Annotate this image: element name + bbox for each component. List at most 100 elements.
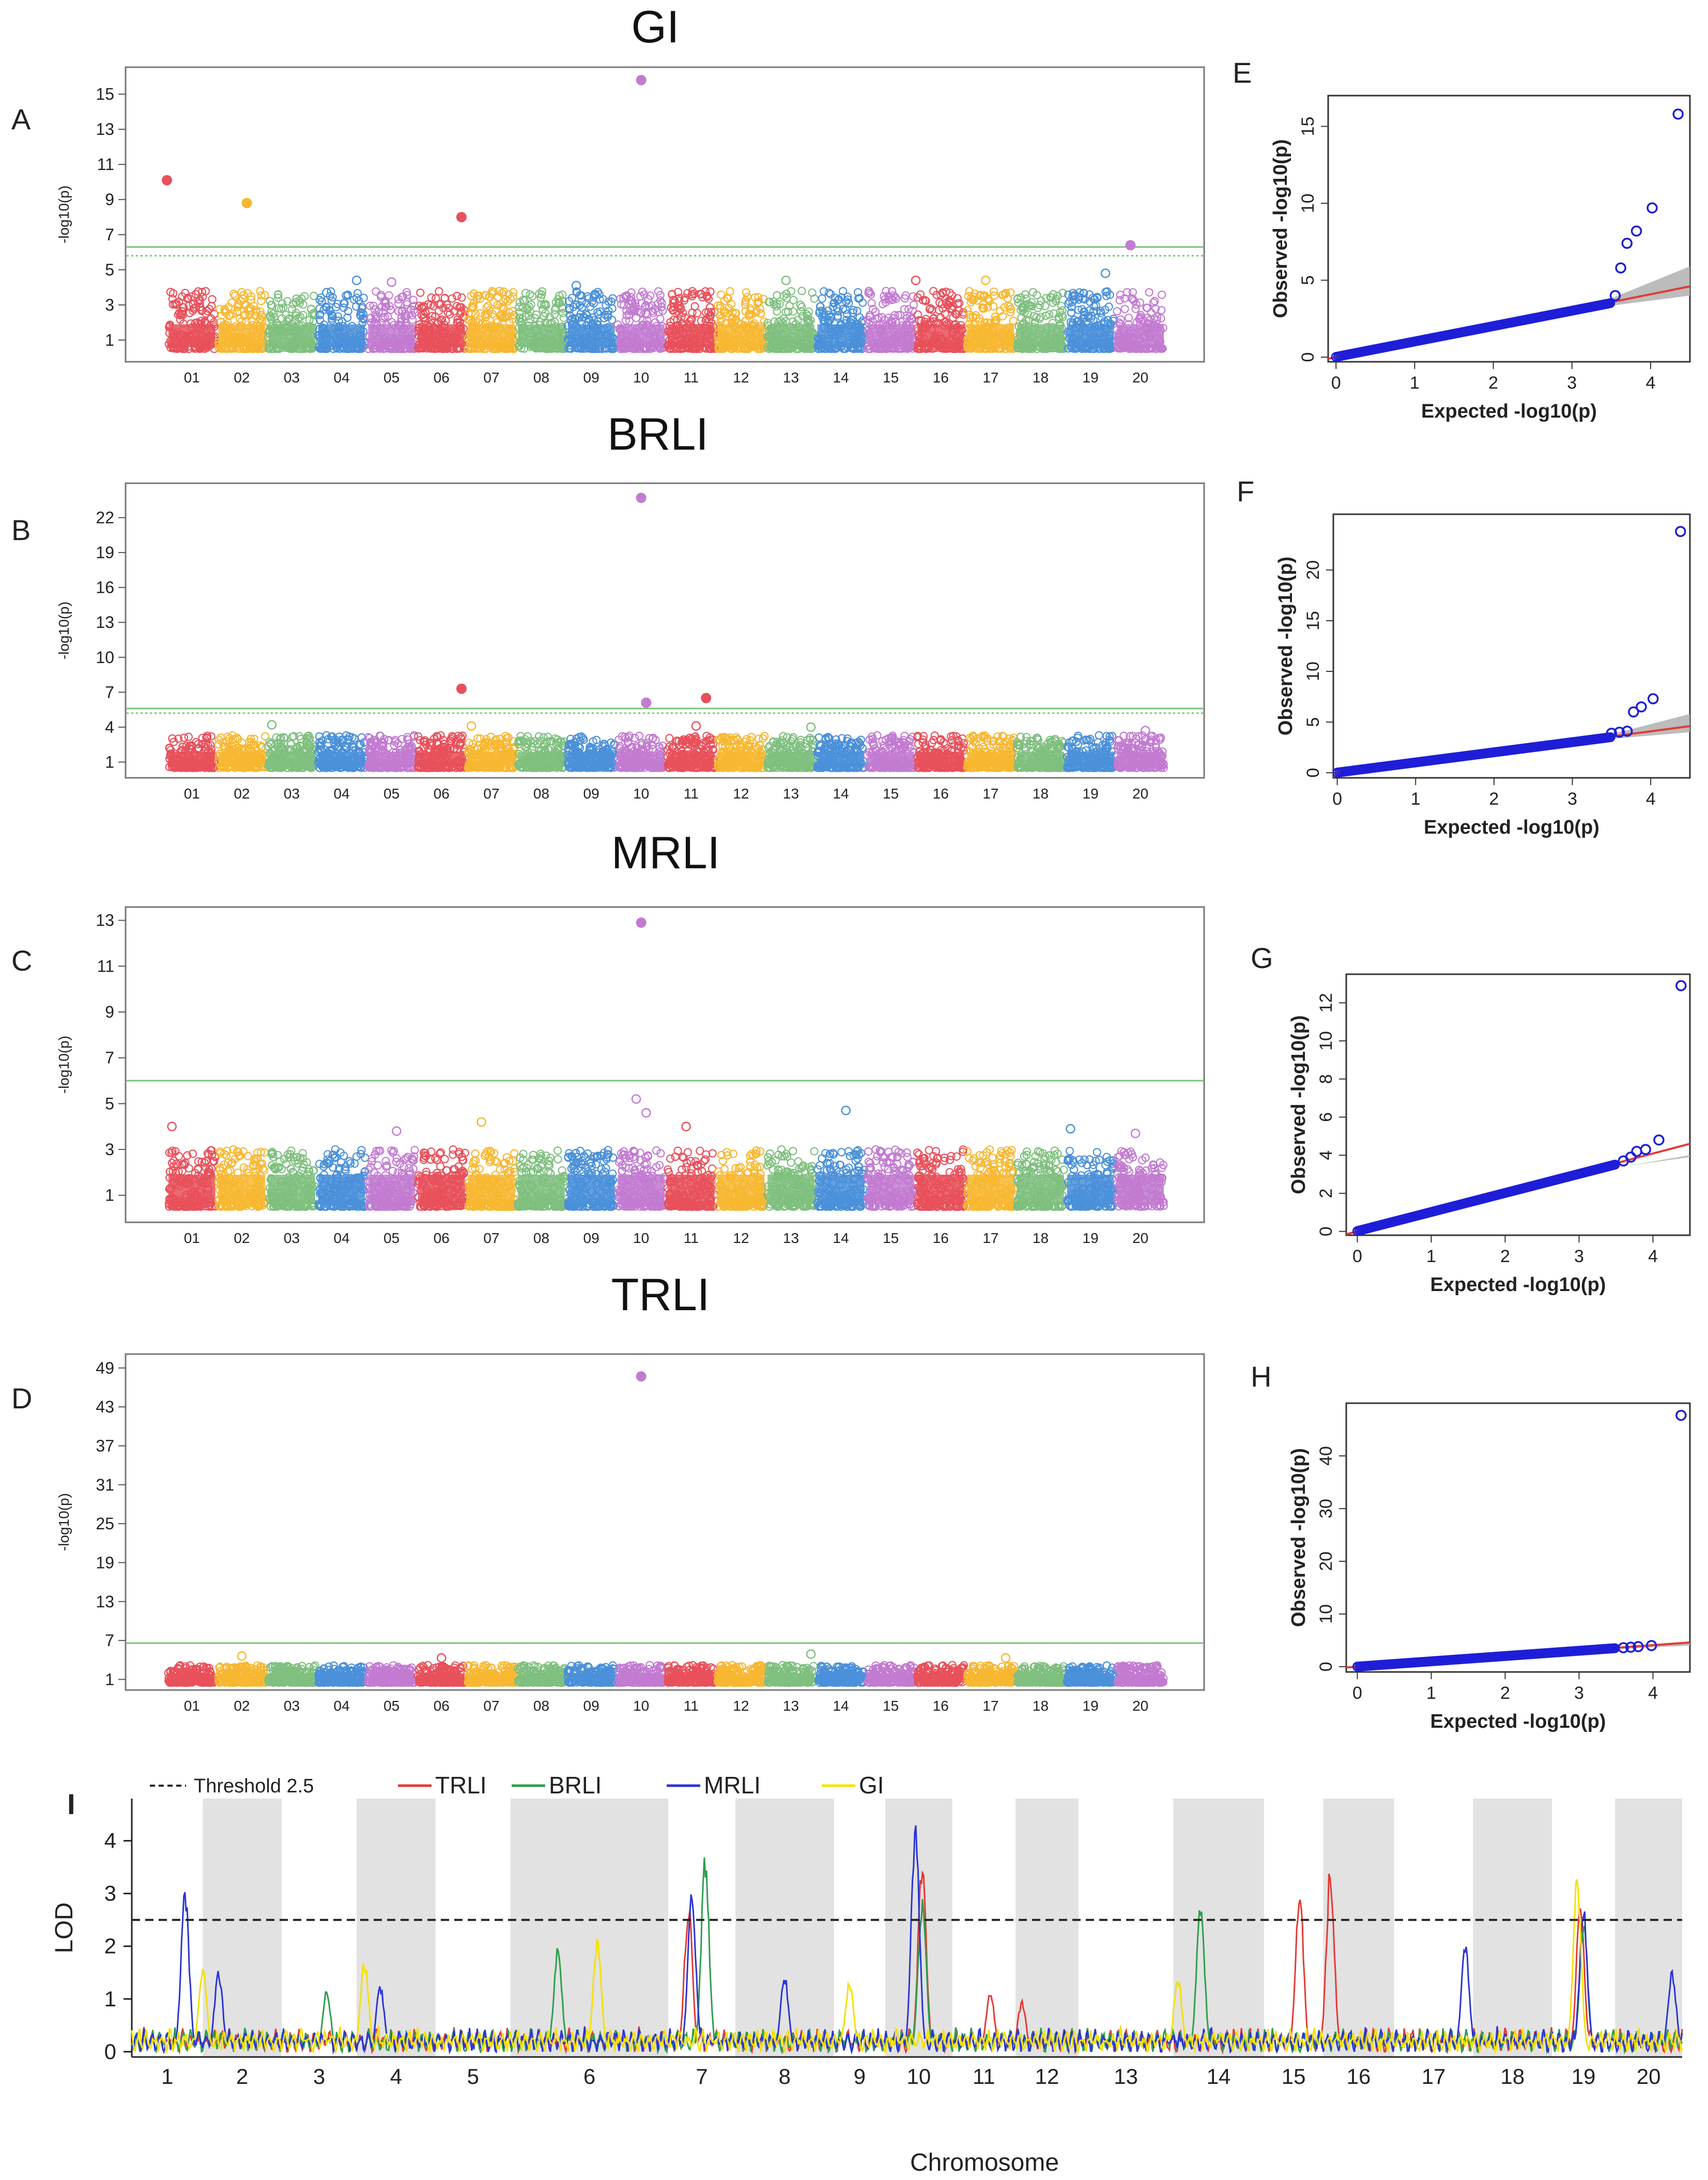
snp-point bbox=[315, 315, 325, 325]
snp-point bbox=[909, 292, 917, 301]
snp-point bbox=[726, 287, 734, 296]
chromosome-tick-label: 04 bbox=[334, 370, 350, 386]
y-tick-label: 9 bbox=[105, 190, 114, 209]
snp-point bbox=[343, 313, 352, 322]
snp-point bbox=[274, 304, 283, 313]
snp-point bbox=[328, 316, 336, 325]
snp-band bbox=[368, 324, 416, 347]
snp-point bbox=[378, 309, 387, 317]
snp-band bbox=[318, 751, 365, 767]
snp-point bbox=[416, 288, 425, 297]
snp-band bbox=[1017, 324, 1064, 347]
snp-point bbox=[311, 311, 319, 320]
snp-band bbox=[368, 751, 416, 767]
snp-point bbox=[239, 312, 249, 320]
snp-point bbox=[198, 293, 207, 301]
snp-point bbox=[544, 732, 552, 741]
snp-point bbox=[176, 315, 185, 324]
snp-point bbox=[297, 294, 306, 303]
snp-point bbox=[989, 302, 998, 311]
snp-point bbox=[339, 299, 348, 308]
panel-title-gi: GI bbox=[632, 1, 680, 52]
snp-point bbox=[343, 291, 352, 300]
snp-band bbox=[867, 324, 915, 347]
snp-point bbox=[270, 313, 279, 322]
snp-point-moderate bbox=[387, 277, 396, 287]
snp-point bbox=[371, 310, 380, 319]
y-axis-label: -log10(p) bbox=[56, 602, 72, 659]
snp-point bbox=[409, 306, 418, 315]
snp-point bbox=[369, 301, 378, 310]
snp-point bbox=[773, 307, 781, 316]
snp-point bbox=[440, 294, 449, 302]
chromosome-tick-label: 11 bbox=[684, 370, 699, 386]
snp-band bbox=[618, 324, 665, 347]
snp-point bbox=[226, 311, 235, 320]
snp-point bbox=[258, 312, 267, 321]
snp-point bbox=[1113, 307, 1121, 316]
snp-point bbox=[247, 316, 256, 325]
snp-point bbox=[247, 292, 256, 301]
snp-point bbox=[1145, 288, 1153, 297]
snp-point bbox=[176, 311, 184, 319]
snp-point bbox=[789, 307, 797, 316]
snp-point bbox=[195, 295, 204, 304]
snp-point bbox=[230, 291, 239, 300]
chromosome-tick-label: 03 bbox=[284, 370, 300, 386]
snp-point bbox=[427, 293, 436, 302]
snp-point bbox=[408, 311, 417, 320]
snp-point bbox=[403, 290, 411, 300]
panel-title-brli: BRLI bbox=[607, 408, 709, 459]
snp-point bbox=[316, 293, 326, 302]
snp-band bbox=[468, 751, 515, 767]
snp-point bbox=[690, 302, 699, 311]
snp-point bbox=[325, 306, 334, 315]
snp-point bbox=[353, 289, 362, 298]
snp-point bbox=[339, 303, 348, 312]
y-tick-label: 1 bbox=[105, 753, 114, 771]
snp-point bbox=[379, 314, 388, 323]
panel-letter-b: B bbox=[11, 514, 30, 546]
y-tick-label: 7 bbox=[105, 683, 114, 701]
snp-band bbox=[967, 324, 1014, 347]
snp-point bbox=[789, 296, 798, 304]
snp-point bbox=[327, 287, 335, 296]
y-tick-label: 10 bbox=[96, 648, 114, 667]
snp-point bbox=[1158, 290, 1166, 299]
snp-point bbox=[169, 289, 178, 298]
snp-point bbox=[187, 292, 196, 301]
snp-point bbox=[509, 288, 518, 297]
snp-point bbox=[319, 305, 328, 314]
snp-point bbox=[260, 290, 269, 300]
snp-point bbox=[797, 302, 806, 312]
snp-band bbox=[168, 324, 216, 347]
snp-point bbox=[328, 293, 337, 302]
snp-point bbox=[177, 306, 187, 316]
significant-snp bbox=[241, 197, 252, 208]
significant-snp bbox=[456, 212, 467, 223]
snp-point bbox=[820, 287, 828, 296]
y-tick-label: 7 bbox=[105, 225, 114, 244]
chromosome-tick-label: 20 bbox=[1132, 370, 1148, 386]
snp-point bbox=[435, 287, 443, 296]
snp-point bbox=[294, 313, 303, 322]
snp-point bbox=[239, 290, 248, 300]
chromosome-tick-label: 19 bbox=[1083, 370, 1099, 386]
snp-point bbox=[394, 299, 403, 308]
chromosome-tick-label: 01 bbox=[184, 370, 200, 386]
y-tick-label: 3 bbox=[105, 296, 114, 314]
snp-point bbox=[386, 305, 395, 314]
snp-point bbox=[534, 732, 543, 741]
snp-band bbox=[917, 324, 964, 347]
snp-point bbox=[234, 299, 243, 308]
snp-point bbox=[189, 300, 197, 309]
chromosome-tick-label: 07 bbox=[483, 370, 499, 386]
chromosome-tick-label: 17 bbox=[982, 370, 998, 386]
snp-point bbox=[394, 295, 403, 304]
snp-band bbox=[1117, 324, 1164, 347]
snp-point bbox=[235, 314, 244, 324]
